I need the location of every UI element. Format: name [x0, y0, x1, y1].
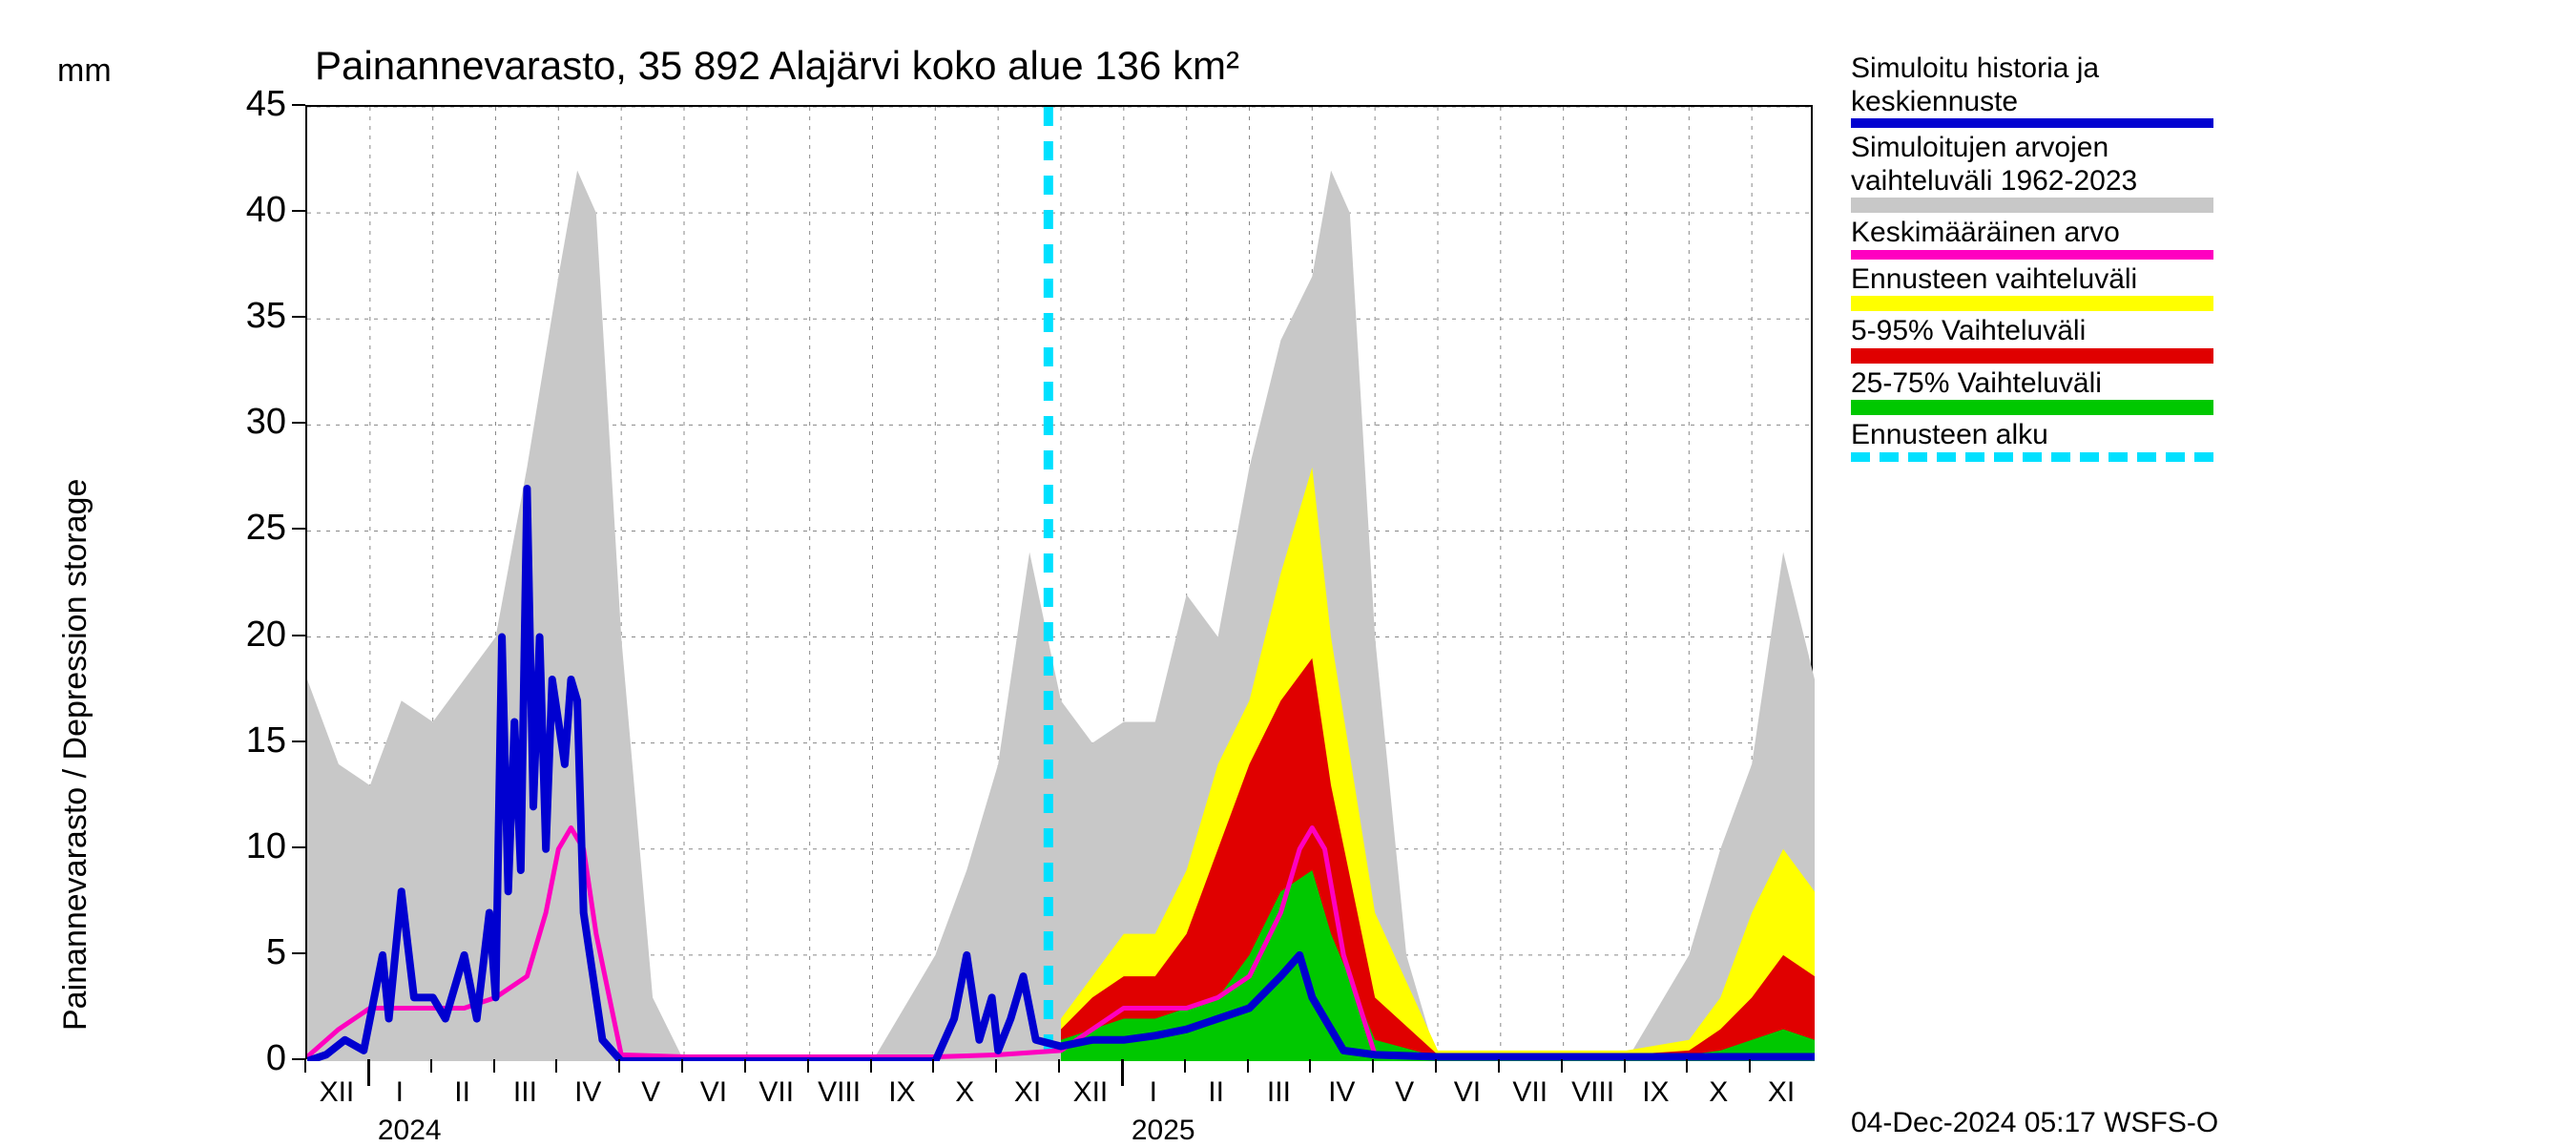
- legend-item: 25-75% Vaihteluväli: [1851, 367, 2213, 416]
- legend-label: Keskimääräinen arvo: [1851, 217, 2213, 250]
- x-tick-label: VII: [758, 1076, 794, 1109]
- y-tick-label: 15: [219, 720, 286, 761]
- x-tick-label: V: [641, 1076, 660, 1109]
- legend-label: Ennusteen vaihteluväli: [1851, 263, 2213, 297]
- x-tick-label: IX: [888, 1076, 915, 1109]
- y-tick-label: 45: [219, 84, 286, 125]
- x-tick-label: XI: [1014, 1076, 1041, 1109]
- x-tick-label: VI: [700, 1076, 727, 1109]
- y-tick-label: 30: [219, 402, 286, 443]
- x-tick-label: III: [513, 1076, 537, 1109]
- y-tick-label: 20: [219, 615, 286, 656]
- legend-item: Ennusteen vaihteluväli: [1851, 263, 2213, 312]
- y-tick-label: 0: [219, 1038, 286, 1079]
- legend-swatch: [1851, 198, 2213, 213]
- x-tick-label: IV: [574, 1076, 601, 1109]
- year-label: 2024: [378, 1115, 442, 1147]
- legend-swatch: [1851, 250, 2213, 260]
- x-tick-label: VIII: [1571, 1076, 1614, 1109]
- x-tick-label: VI: [1454, 1076, 1481, 1109]
- plot-svg: [307, 107, 1815, 1061]
- x-tick-label: V: [1395, 1076, 1414, 1109]
- plot-area: [305, 105, 1813, 1059]
- legend-item: 5-95% Vaihteluväli: [1851, 315, 2213, 364]
- legend-item: Ennusteen alku: [1851, 419, 2213, 462]
- legend-label: Simuloitu historia ja: [1851, 52, 2213, 86]
- x-tick-label: I: [396, 1076, 404, 1109]
- x-tick-label: III: [1267, 1076, 1291, 1109]
- x-tick-label: II: [454, 1076, 470, 1109]
- chart-title: Painannevarasto, 35 892 Alajärvi koko al…: [315, 43, 1239, 89]
- legend-label: keskiennuste: [1851, 86, 2213, 119]
- y-tick-label: 5: [219, 932, 286, 973]
- y-tick-label: 40: [219, 190, 286, 231]
- x-tick-label: X: [1709, 1076, 1728, 1109]
- legend-swatch: [1851, 348, 2213, 364]
- figure: Painannevarasto / Depression storage mm …: [0, 0, 2576, 1145]
- legend-swatch: [1851, 118, 2213, 128]
- y-tick-label: 25: [219, 508, 286, 549]
- legend-swatch: [1851, 452, 2213, 462]
- legend-label: 5-95% Vaihteluväli: [1851, 315, 2213, 348]
- x-tick-label: VII: [1512, 1076, 1548, 1109]
- legend-swatch: [1851, 296, 2213, 311]
- y-tick-label: 35: [219, 296, 286, 337]
- y-axis-label: Painannevarasto / Depression storage: [57, 479, 94, 1031]
- x-tick-label: II: [1208, 1076, 1224, 1109]
- legend: Simuloitu historia jakeskiennusteSimuloi…: [1851, 52, 2213, 466]
- y-tick-label: 10: [219, 826, 286, 867]
- x-tick-label: I: [1150, 1076, 1157, 1109]
- x-tick-label: IV: [1328, 1076, 1355, 1109]
- legend-swatch: [1851, 400, 2213, 415]
- x-tick-label: VIII: [818, 1076, 861, 1109]
- x-tick-label: X: [955, 1076, 974, 1109]
- legend-item: Simuloitu historia jakeskiennuste: [1851, 52, 2213, 128]
- x-tick-label: XI: [1768, 1076, 1795, 1109]
- legend-label: Ennusteen alku: [1851, 419, 2213, 452]
- legend-item: Simuloitujen arvojenvaihteluväli 1962-20…: [1851, 132, 2213, 213]
- x-tick-label: XII: [320, 1076, 355, 1109]
- legend-label: Simuloitujen arvojen: [1851, 132, 2213, 165]
- x-tick-label: XII: [1073, 1076, 1109, 1109]
- year-label: 2025: [1132, 1115, 1195, 1147]
- legend-item: Keskimääräinen arvo: [1851, 217, 2213, 260]
- footer-timestamp: 04-Dec-2024 05:17 WSFS-O: [1851, 1107, 2218, 1139]
- legend-label: 25-75% Vaihteluväli: [1851, 367, 2213, 401]
- y-axis-unit: mm: [57, 52, 112, 90]
- legend-label: vaihteluväli 1962-2023: [1851, 165, 2213, 198]
- x-tick-label: IX: [1642, 1076, 1669, 1109]
